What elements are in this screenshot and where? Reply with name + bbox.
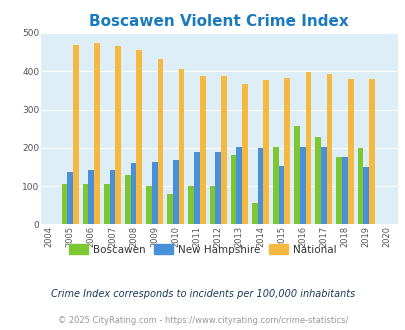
Bar <box>167 194 173 224</box>
Bar <box>199 76 205 224</box>
Bar <box>368 79 374 224</box>
Bar <box>115 46 121 224</box>
Bar <box>241 83 247 224</box>
Bar <box>278 166 284 224</box>
Bar <box>209 186 215 224</box>
Bar <box>347 79 353 224</box>
Text: © 2025 CityRating.com - https://www.cityrating.com/crime-statistics/: © 2025 CityRating.com - https://www.city… <box>58 316 347 325</box>
Bar <box>146 186 151 224</box>
Bar <box>109 170 115 224</box>
Bar <box>188 186 194 224</box>
Bar <box>173 160 178 224</box>
Bar <box>83 184 88 224</box>
Bar <box>220 76 226 224</box>
Bar <box>104 184 109 224</box>
Bar <box>326 74 332 224</box>
Bar <box>215 152 220 224</box>
Bar <box>136 50 142 224</box>
Title: Boscawen Violent Crime Index: Boscawen Violent Crime Index <box>89 14 348 29</box>
Bar <box>299 148 305 224</box>
Bar <box>341 157 347 224</box>
Bar <box>73 45 79 224</box>
Bar <box>251 203 257 224</box>
Text: Crime Index corresponds to incidents per 100,000 inhabitants: Crime Index corresponds to incidents per… <box>51 289 354 299</box>
Bar <box>362 167 368 224</box>
Bar <box>178 69 184 224</box>
Bar <box>273 147 278 224</box>
Legend: Boscawen, New Hampshire, National: Boscawen, New Hampshire, National <box>65 240 340 259</box>
Bar <box>130 163 136 224</box>
Bar <box>236 147 241 224</box>
Bar <box>315 137 320 224</box>
Bar <box>157 59 163 224</box>
Bar <box>357 148 362 224</box>
Bar <box>257 148 263 224</box>
Bar <box>336 157 341 224</box>
Bar <box>230 155 236 224</box>
Bar <box>263 81 269 224</box>
Bar <box>125 176 130 224</box>
Bar <box>294 126 299 224</box>
Bar <box>88 170 94 224</box>
Bar <box>320 148 326 224</box>
Bar <box>151 162 157 224</box>
Bar <box>284 78 290 224</box>
Bar <box>94 43 100 224</box>
Bar <box>67 172 73 224</box>
Bar <box>194 152 199 224</box>
Bar <box>62 184 67 224</box>
Bar <box>305 72 311 224</box>
